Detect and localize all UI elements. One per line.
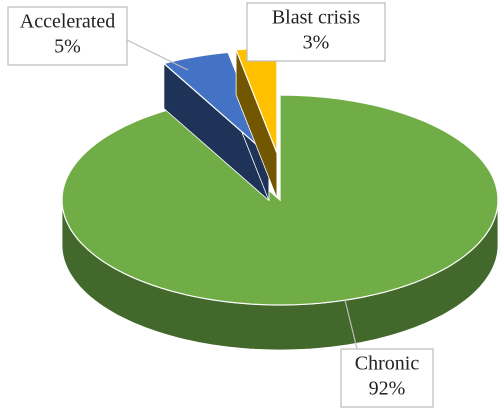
label-box: [7, 6, 128, 66]
value-label: 5%: [54, 36, 81, 58]
label-box: [246, 2, 386, 62]
label-box: [340, 348, 434, 408]
slice-top: [61, 94, 499, 306]
category-label: Blast crisis: [272, 7, 361, 29]
slice-top: [162, 51, 270, 156]
category-label: Chronic: [355, 353, 420, 375]
leader-line: [344, 299, 358, 350]
slice: [61, 94, 499, 351]
slice: [235, 47, 278, 199]
value-label: 92%: [369, 378, 406, 400]
category-label: Accelerated: [20, 11, 115, 33]
value-label: 3%: [303, 32, 330, 54]
leader-line: [126, 39, 189, 71]
